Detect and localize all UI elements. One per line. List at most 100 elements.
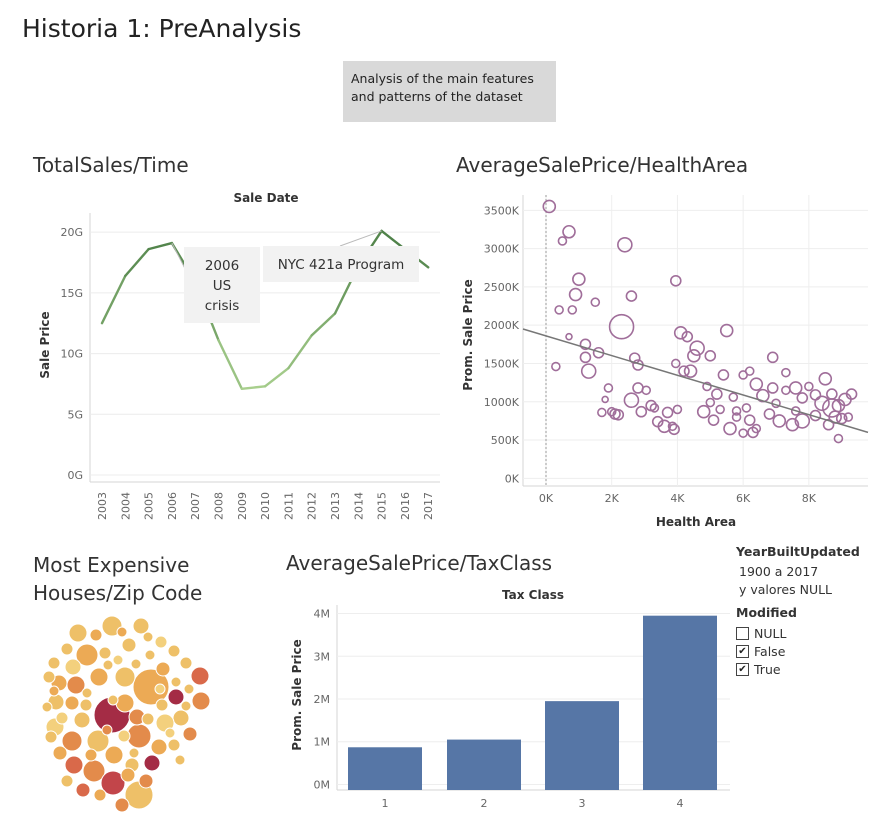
scatter-y-tick: 1500K	[484, 357, 520, 370]
scatter-point	[632, 382, 644, 394]
zip-code-bubble	[47, 656, 61, 670]
zip-code-bubble	[42, 670, 56, 684]
scatter-point	[554, 305, 564, 315]
scatter-point	[763, 408, 776, 420]
scatter-point	[822, 398, 842, 418]
line-chart-header: Sale Date	[233, 191, 298, 205]
tax-class-title: AverageSalePrice/TaxClass	[286, 551, 553, 575]
line-chart-x-tick: 2011	[282, 492, 295, 520]
line-chart-y-label: Sale Price	[38, 311, 52, 378]
scatter-point	[597, 407, 607, 418]
checkbox-true[interactable]: ✔	[736, 662, 749, 676]
modified-filter-title: Modified	[736, 605, 797, 620]
scatter-point	[689, 340, 705, 356]
scatter-y-tick: 2500K	[484, 281, 520, 294]
line-chart-x-tick: 2014	[352, 492, 365, 520]
scatter-point	[743, 414, 756, 426]
zip-code-bubble	[115, 693, 135, 713]
zip-code-bubble	[89, 667, 109, 687]
scatter-point	[603, 383, 614, 393]
scatter-point	[723, 421, 737, 436]
filter-item-null[interactable]: NULL	[736, 624, 860, 642]
scatter-point	[717, 369, 730, 381]
description-line-1: Analysis of the main features	[351, 71, 534, 86]
line-chart-segment	[217, 339, 244, 390]
scatter-point	[687, 349, 701, 363]
line-chart-x-tick: 2009	[236, 492, 249, 520]
zip-code-bubble	[41, 701, 53, 713]
line-chart-segment	[240, 385, 267, 390]
line-chart-y-tick: 15G	[60, 287, 83, 300]
zip-code-bubble	[117, 729, 131, 743]
scatter-point	[766, 351, 779, 364]
year-filter-range: 1900 a 2017	[739, 564, 819, 579]
line-chart-y-tick: 0G	[67, 469, 83, 482]
zip-code-bubble	[155, 661, 171, 677]
line-chart-segment	[147, 241, 174, 251]
bar-chart-x-tick: 2	[481, 797, 488, 810]
scatter-point	[744, 366, 755, 376]
checkbox-false[interactable]: ✔	[736, 644, 749, 658]
zip-code-bubble	[182, 726, 198, 742]
scatter-point	[625, 290, 638, 302]
line-chart-x-tick: 2005	[143, 492, 156, 520]
filter-item-false[interactable]: ✔ False	[736, 642, 860, 660]
line-chart-x-tick: 2012	[306, 492, 319, 520]
sales-time-chart: Sale Date Sale Price 2006 US crisis NYC 421…	[38, 191, 440, 520]
bar-chart-y-tick: 1M	[314, 736, 331, 749]
scatter-point	[606, 406, 617, 417]
zip-code-bubble	[52, 745, 68, 761]
bar-chart-y-label: Prom. Sale Price	[290, 639, 304, 750]
scatter-point	[683, 364, 698, 378]
zip-code-bubble	[81, 687, 93, 699]
scatter-point	[572, 272, 586, 287]
scatter-point	[670, 358, 681, 369]
scatter-point	[623, 392, 640, 409]
zip-code-bubble	[179, 656, 193, 670]
zip-code-bubble	[167, 688, 185, 706]
scatter-point	[751, 423, 762, 434]
scatter-y-tick: 3500K	[484, 204, 520, 217]
zip-code-bubble	[155, 698, 169, 712]
zip-code-bubble	[130, 658, 142, 670]
scatter-point	[562, 224, 576, 239]
scatter-point	[681, 330, 694, 343]
line-chart-x-tick: 2015	[376, 492, 389, 520]
callout-2006-box	[184, 247, 260, 323]
filter-panel: YearBuiltUpdated 1900 a 2017 y valores N…	[736, 544, 860, 678]
zip-code-bubble	[107, 694, 119, 706]
page-title: Historia 1: PreAnalysis	[22, 14, 302, 43]
scatter-x-tick: 4K	[670, 492, 685, 505]
scatter-point	[738, 428, 748, 438]
zip-code-bubble	[84, 748, 98, 762]
line-chart-segment	[287, 334, 313, 370]
checkbox-null[interactable]	[736, 626, 749, 640]
scatter-point	[641, 385, 652, 396]
scatter-point	[731, 412, 742, 422]
zip-code-bubble	[101, 724, 113, 736]
scatter-point	[705, 397, 716, 408]
filter-item-false-label: False	[754, 643, 786, 659]
zip-code-bubble	[138, 773, 154, 789]
scatter-point	[568, 287, 583, 302]
scatter-x-label: Health Area	[656, 515, 736, 529]
bar-chart-y-tick: 0M	[314, 778, 331, 791]
scatter-point	[719, 323, 734, 338]
zip-code-bubble	[174, 754, 186, 766]
zip-code-bubble	[89, 628, 103, 642]
scatter-point	[822, 418, 835, 431]
zip-code-bubble	[164, 727, 176, 739]
scatter-x-tick: 6K	[736, 492, 751, 505]
sales-time-title: TotalSales/Time	[33, 153, 189, 177]
scatter-point	[835, 412, 848, 425]
bar	[447, 739, 521, 790]
filter-item-true[interactable]: ✔ True	[736, 660, 860, 678]
scatter-point	[649, 403, 660, 413]
zip-code-bubble	[154, 683, 166, 695]
bar-chart-x-tick: 4	[677, 797, 684, 810]
scatter-point	[788, 381, 803, 395]
line-chart-x-tick: 2003	[96, 492, 109, 520]
zip-code-bubble	[132, 617, 150, 635]
scatter-point	[601, 395, 609, 404]
zip-code-title-line-2: Houses/Zip Code	[33, 581, 203, 605]
